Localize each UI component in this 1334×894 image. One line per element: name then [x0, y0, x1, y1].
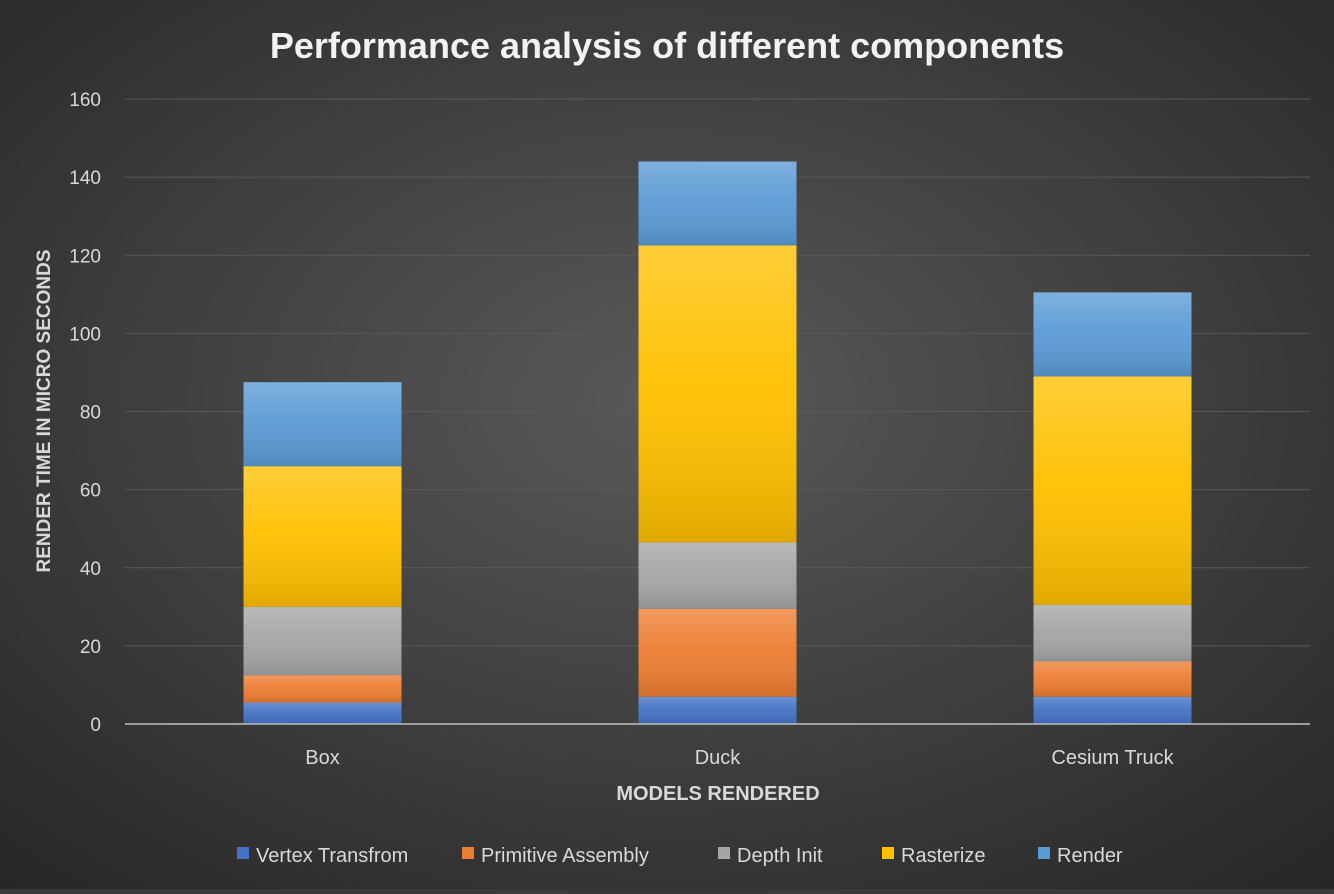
legend-label: Depth Init [737, 845, 823, 867]
y-tick-label: 40 [80, 559, 101, 580]
legend-swatch-vertex-transfrom [237, 847, 249, 859]
legend: Vertex Transfrom Primitive Assembly Depth … [237, 845, 1123, 867]
x-tick-label: Box [305, 747, 339, 769]
x-axis-label: MODELS RENDERED [616, 783, 819, 805]
bar-sheen [638, 542, 797, 609]
x-axis-ticks: Box Duck Cesium Truck [305, 747, 1174, 769]
bar-sheen [1033, 604, 1192, 662]
bar-sheen [1033, 292, 1192, 377]
x-tick-label: Cesium Truck [1051, 747, 1174, 769]
legend-swatch-depth-init [718, 847, 730, 859]
y-tick-label: 100 [69, 324, 101, 345]
legend-swatch-rasterize [882, 847, 894, 859]
legend-label: Render [1057, 845, 1123, 867]
legend-swatch-primitive-assembly [462, 847, 474, 859]
y-tick-label: 0 [90, 715, 101, 736]
bar-sheen [1033, 376, 1192, 605]
bar-sheen [243, 382, 402, 467]
y-tick-label: 60 [80, 481, 101, 502]
bar-sheen [243, 466, 402, 607]
bar-sheen [1033, 661, 1192, 697]
x-tick-label: Duck [695, 747, 742, 769]
bar-sheen [638, 161, 797, 246]
y-tick-label: 20 [80, 637, 101, 658]
legend-label: Rasterize [901, 845, 985, 867]
y-tick-label: 160 [69, 90, 101, 111]
legend-label: Vertex Transfrom [256, 845, 408, 867]
legend-swatch-render [1038, 847, 1050, 859]
bar-sheen [243, 606, 402, 676]
chart-title: Performance analysis of different compon… [270, 25, 1064, 66]
y-axis-ticks: 0 20 40 60 80 100 120 140 160 [69, 90, 101, 736]
bar-sheen [638, 608, 797, 697]
bar-sheen [243, 675, 402, 703]
bars [243, 161, 1192, 724]
bar-sheen [1033, 696, 1192, 724]
legend-label: Primitive Assembly [481, 845, 649, 867]
y-tick-label: 140 [69, 168, 101, 189]
bar-sheen [243, 702, 402, 724]
y-tick-label: 120 [69, 246, 101, 267]
bar-sheen [638, 696, 797, 724]
y-axis-label: RENDER TIME IN MICRO SECONDS [34, 249, 55, 572]
y-tick-label: 80 [80, 403, 101, 424]
bar-sheen [638, 245, 797, 543]
